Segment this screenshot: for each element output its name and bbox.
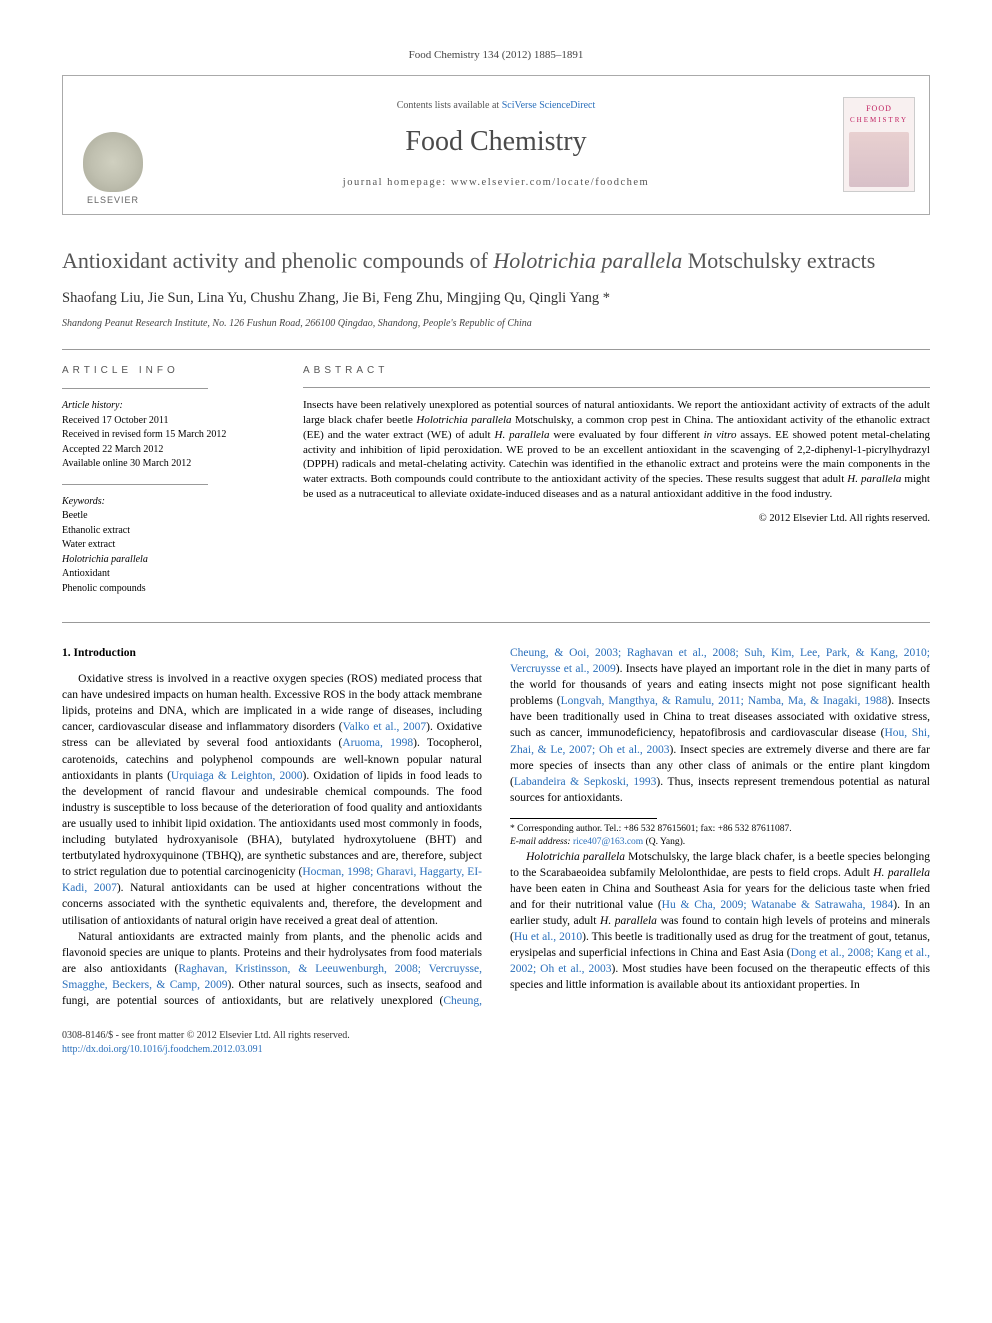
species-name: Holotrichia parallela bbox=[526, 851, 625, 863]
text-run: were evaluated by four different bbox=[549, 429, 703, 441]
abstract-text: Insects have been relatively unexplored … bbox=[303, 398, 930, 502]
contents-prefix: Contents lists available at bbox=[397, 100, 502, 111]
elsevier-logo[interactable]: ELSEVIER bbox=[78, 121, 148, 206]
email-label: E-mail address: bbox=[510, 837, 571, 847]
species-name: Holotrichia parallela bbox=[416, 414, 511, 426]
publisher-name: ELSEVIER bbox=[87, 194, 139, 206]
cover-title-line2: CHEMISTRY bbox=[850, 116, 908, 125]
homepage-prefix: journal homepage: bbox=[343, 177, 451, 188]
article-info-heading: ARTICLE INFO bbox=[62, 364, 271, 379]
email-link[interactable]: rice407@163.com bbox=[573, 837, 643, 847]
contents-availability: Contents lists available at SciVerse Sci… bbox=[397, 99, 596, 113]
divider bbox=[62, 388, 208, 389]
homepage-url[interactable]: www.elsevier.com/locate/foodchem bbox=[451, 177, 649, 188]
species-name: H. parallela bbox=[873, 867, 930, 879]
revised-date: Received in revised form 15 March 2012 bbox=[62, 428, 271, 443]
article-title: Antioxidant activity and phenolic compou… bbox=[62, 247, 930, 276]
journal-title: Food Chemistry bbox=[405, 123, 586, 161]
abstract-column: ABSTRACT Insects have been relatively un… bbox=[287, 350, 930, 623]
keywords-label: Keywords: bbox=[62, 495, 271, 510]
section-heading-intro: 1. Introduction bbox=[62, 645, 482, 661]
front-matter-line: 0308-8146/$ - see front matter © 2012 El… bbox=[62, 1029, 930, 1043]
species-name: H. parallela bbox=[600, 915, 657, 927]
online-date: Available online 30 March 2012 bbox=[62, 457, 271, 472]
doi-link[interactable]: http://dx.doi.org/10.1016/j.foodchem.201… bbox=[62, 1043, 930, 1057]
title-part1: Antioxidant activity and phenolic compou… bbox=[62, 248, 493, 273]
keyword-item: Holotrichia parallela bbox=[62, 553, 271, 568]
divider bbox=[303, 387, 930, 388]
body-paragraph: Oxidative stress is involved in a reacti… bbox=[62, 671, 482, 929]
citation-link[interactable]: Aruoma, 1998 bbox=[342, 737, 413, 749]
keyword-item: Water extract bbox=[62, 538, 271, 553]
keyword-item: Beetle bbox=[62, 509, 271, 524]
citation-link[interactable]: Hu et al., 2010 bbox=[514, 931, 582, 943]
meta-abstract-block: ARTICLE INFO Article history: Received 1… bbox=[62, 349, 930, 624]
article-body: 1. Introduction Oxidative stress is invo… bbox=[62, 645, 930, 1009]
abstract-heading: ABSTRACT bbox=[303, 364, 930, 378]
journal-reference: Food Chemistry 134 (2012) 1885–1891 bbox=[62, 48, 930, 63]
citation-link[interactable]: Labandeira & Sepkoski, 1993 bbox=[514, 776, 657, 788]
sciencedirect-link[interactable]: SciVerse ScienceDirect bbox=[502, 100, 596, 111]
corr-author-line: * Corresponding author. Tel.: +86 532 87… bbox=[510, 823, 930, 836]
cover-thumbnail-area: FOOD CHEMISTRY bbox=[829, 76, 929, 214]
footnote-separator bbox=[510, 818, 657, 819]
affiliation: Shandong Peanut Research Institute, No. … bbox=[62, 317, 930, 331]
page-footer: 0308-8146/$ - see front matter © 2012 El… bbox=[62, 1029, 930, 1056]
species-name: H. parallela bbox=[495, 429, 550, 441]
article-history: Article history: Received 17 October 201… bbox=[62, 399, 271, 472]
keywords-block: Keywords: BeetleEthanolic extractWater e… bbox=[62, 495, 271, 597]
keyword-item: Antioxidant bbox=[62, 567, 271, 582]
citation-link[interactable]: Valko et al., 2007 bbox=[343, 721, 427, 733]
keyword-item: Phenolic compounds bbox=[62, 582, 271, 597]
citation-link[interactable]: Urquiaga & Leighton, 2000 bbox=[171, 770, 303, 782]
elsevier-tree-icon bbox=[83, 132, 143, 192]
email-line: E-mail address: rice407@163.com (Q. Yang… bbox=[510, 836, 930, 849]
title-part2: Motschulsky extracts bbox=[682, 248, 875, 273]
divider bbox=[62, 484, 208, 485]
journal-header: ELSEVIER Contents lists available at Sci… bbox=[62, 75, 930, 215]
abstract-copyright: © 2012 Elsevier Ltd. All rights reserved… bbox=[303, 512, 930, 526]
accepted-date: Accepted 22 March 2012 bbox=[62, 443, 271, 458]
received-date: Received 17 October 2011 bbox=[62, 414, 271, 429]
title-species: Holotrichia parallela bbox=[493, 248, 682, 273]
corresponding-author-footnote: * Corresponding author. Tel.: +86 532 87… bbox=[510, 823, 930, 849]
citation-link[interactable]: Longvah, Mangthya, & Ramulu, 2011; Namba… bbox=[561, 695, 888, 707]
history-label: Article history: bbox=[62, 399, 271, 414]
email-suffix: (Q. Yang). bbox=[643, 837, 685, 847]
article-info-column: ARTICLE INFO Article history: Received 1… bbox=[62, 350, 287, 623]
citation-link[interactable]: Hu & Cha, 2009; Watanabe & Satrawaha, 19… bbox=[662, 899, 894, 911]
cover-image-icon bbox=[849, 132, 909, 187]
journal-cover-thumbnail[interactable]: FOOD CHEMISTRY bbox=[843, 97, 915, 192]
authors-list: Shaofang Liu, Jie Sun, Lina Yu, Chushu Z… bbox=[62, 289, 930, 309]
cover-title-line1: FOOD bbox=[866, 104, 892, 115]
body-paragraph: Holotrichia parallela Motschulsky, the l… bbox=[510, 849, 930, 994]
species-name: in vitro bbox=[704, 429, 737, 441]
publisher-logo-area: ELSEVIER bbox=[63, 76, 163, 214]
journal-homepage: journal homepage: www.elsevier.com/locat… bbox=[343, 176, 649, 190]
species-name: H. parallela bbox=[847, 473, 901, 485]
text-run: ). Natural antioxidants can be used at h… bbox=[62, 882, 482, 926]
header-center: Contents lists available at SciVerse Sci… bbox=[163, 76, 829, 214]
keyword-item: Ethanolic extract bbox=[62, 524, 271, 539]
text-run: ). Oxidation of lipids in food leads to … bbox=[62, 770, 482, 879]
